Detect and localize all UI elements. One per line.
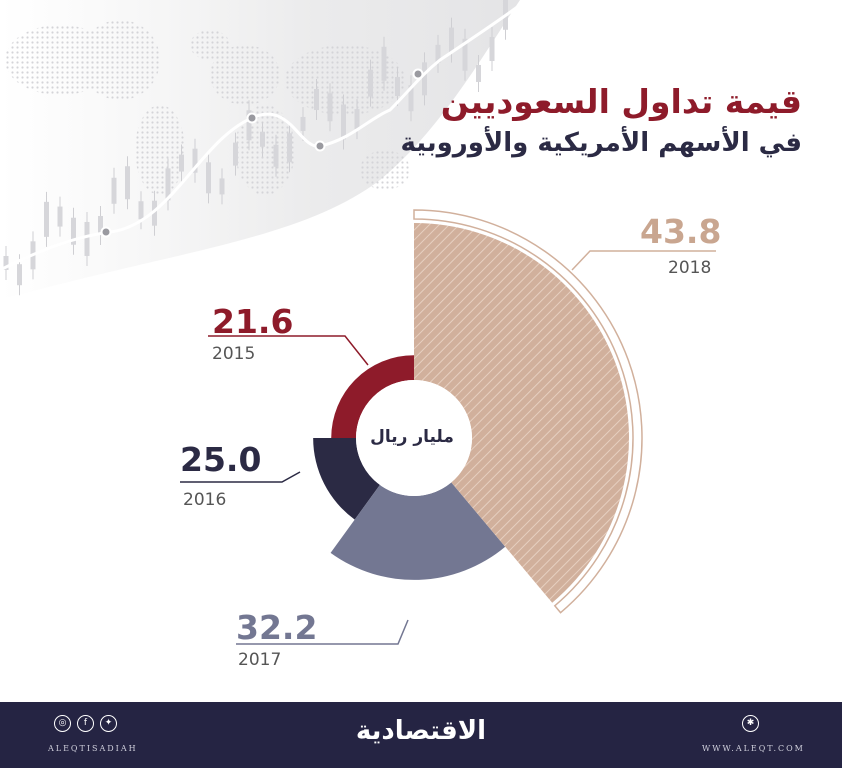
world-map-dots <box>5 20 410 195</box>
website-link[interactable]: WWW.ALEQT.COM <box>702 744 805 753</box>
twitter-icon[interactable]: ✦ <box>100 715 117 732</box>
value-label-2015: 21.6 <box>212 302 294 341</box>
candle-body <box>435 44 441 63</box>
candle-body <box>381 46 387 81</box>
year-label-2018: 2018 <box>668 258 712 278</box>
candle-body <box>476 64 481 82</box>
candle-body <box>125 166 130 200</box>
chart-subtitle: في الأسهم الأمريكية والأوروبية <box>400 128 802 158</box>
trend-point <box>100 226 112 238</box>
candle-body <box>57 206 63 227</box>
map-continent <box>190 30 230 60</box>
candle-body <box>260 131 265 147</box>
candle-body <box>449 27 454 53</box>
social-icons: ◎ f ✦ <box>54 715 117 732</box>
value-label-2016: 25.0 <box>180 440 262 479</box>
map-continent <box>210 45 280 105</box>
candle-body <box>422 62 427 96</box>
trend-point <box>412 68 424 80</box>
candle-body <box>233 142 238 166</box>
year-label-2017: 2017 <box>238 650 282 670</box>
leader-2015 <box>208 335 369 366</box>
chart-title: قيمة تداول السعوديين <box>440 82 802 121</box>
candle-body <box>300 116 306 131</box>
year-label-2015: 2015 <box>212 344 256 364</box>
candle-body <box>84 221 90 256</box>
candle-body <box>98 216 103 236</box>
map-continent <box>80 20 160 100</box>
candle-body <box>206 162 211 194</box>
year-label-2016: 2016 <box>183 490 227 510</box>
sector-2017 <box>330 482 506 580</box>
candle-body <box>341 104 346 140</box>
trend-point <box>314 140 326 152</box>
candle-body <box>17 264 22 286</box>
candle-body <box>111 177 117 204</box>
candle-body <box>395 77 400 97</box>
candle-body <box>3 256 9 270</box>
donut-hole <box>356 380 472 496</box>
map-continent <box>360 150 410 190</box>
candle-body <box>246 110 252 141</box>
trend-point <box>246 112 258 124</box>
sector-2015 <box>331 355 414 438</box>
sector-2018-outline <box>413 209 643 614</box>
candle-body <box>71 217 76 245</box>
sector-2016 <box>313 438 380 520</box>
candle-body <box>327 93 333 122</box>
facebook-icon[interactable]: f <box>77 715 94 732</box>
candle-body <box>219 178 225 195</box>
leader-2017 <box>236 619 409 645</box>
value-label-2018: 43.8 <box>640 212 722 251</box>
brand-logo: الاقتصادية <box>355 716 487 746</box>
footer-bar: ◎ f ✦ ALEQTISADIAH الاقتصادية ✱ WWW.ALEQ… <box>0 702 842 768</box>
candle-body <box>179 154 184 172</box>
candle-body <box>354 109 360 130</box>
instagram-icon[interactable]: ◎ <box>54 715 71 732</box>
leader-2016 <box>180 471 301 483</box>
value-label-2017: 32.2 <box>236 608 318 647</box>
leader-2018 <box>571 250 716 271</box>
candle-body <box>314 89 319 111</box>
candle-body <box>138 201 144 220</box>
candle-body <box>408 85 414 112</box>
candle-body <box>287 133 292 163</box>
candle-body <box>273 144 279 167</box>
candle-body <box>489 37 495 62</box>
donut-chart <box>180 209 716 645</box>
candle-body <box>462 38 468 71</box>
background-graphic <box>0 0 521 300</box>
candle-body <box>165 168 171 201</box>
candle-body <box>368 69 373 97</box>
sector-2018 <box>414 223 629 603</box>
unit-label: مليار ريال <box>370 427 454 447</box>
map-continent <box>135 105 185 195</box>
candle-body <box>152 200 157 226</box>
social-handle[interactable]: ALEQTISADIAH <box>48 744 138 753</box>
candle-body <box>192 148 198 173</box>
globe-icon[interactable]: ✱ <box>742 715 759 732</box>
candle-body <box>44 201 49 237</box>
